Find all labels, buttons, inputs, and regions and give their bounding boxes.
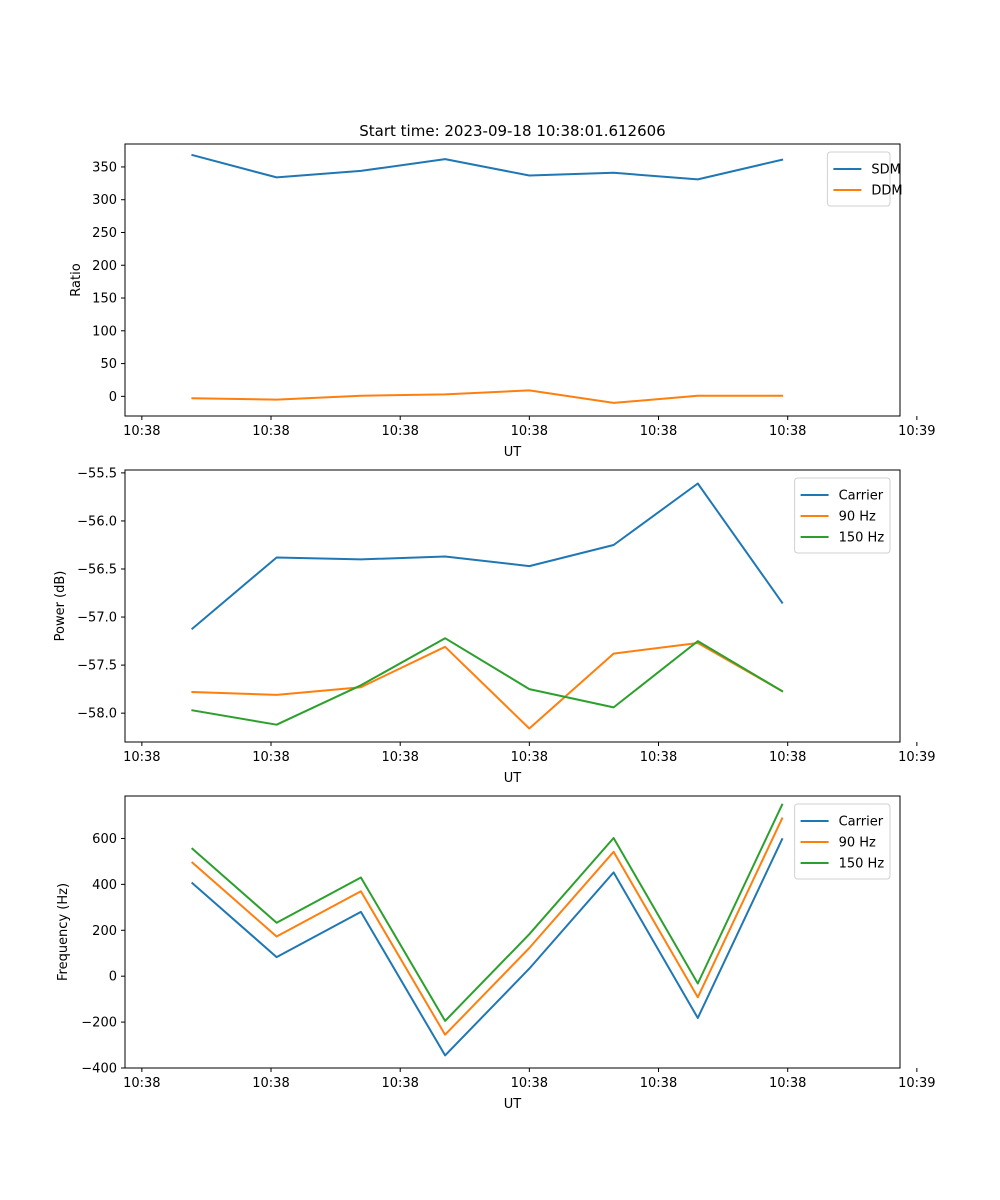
power-plot-frame — [124, 469, 901, 743]
ratio-y-tick-label: 100 — [92, 324, 117, 339]
ratio-x-tick-label: 10:38 — [123, 424, 160, 439]
ratio-y-tick-label: 200 — [92, 259, 117, 274]
frequency-y-tick-label: −200 — [81, 1016, 117, 1031]
ratio-panel: 10:38 10:38 10:38 10:38 10:38 10:38 10:39 0 50 10… — [69, 143, 936, 460]
ratio-y-tick-label: 250 — [92, 226, 117, 241]
frequency-y-tick-label: 200 — [92, 924, 117, 939]
frequency-panel: 10:38 10:38 10:38 10:38 10:38 10:38 10:39 −400 −… — [56, 795, 936, 1112]
ratio-legend: SDM DDM — [826, 151, 903, 207]
power-y-tick-label: −55.5 — [77, 466, 117, 481]
frequency-y-tick-label: −400 — [81, 1062, 117, 1077]
ratio-x-tick-label: 10:39 — [898, 424, 935, 439]
power-y-tick-label: −56.0 — [77, 514, 117, 529]
power-x-tick-label: 10:38 — [123, 750, 160, 765]
ratio-sdm-line — [191, 153, 784, 181]
power-x-tick-label: 10:38 — [511, 750, 548, 765]
ratio-legend-label-sdm: SDM — [871, 163, 900, 178]
power-legend: Carrier 90 Hz 150 Hz — [794, 477, 891, 554]
frequency-x-tick-label: 10:38 — [123, 1076, 160, 1091]
power-x-axis-label: UT — [504, 771, 522, 786]
power-y-tick-label: −58.0 — [77, 707, 117, 722]
power-legend-box — [794, 477, 891, 554]
frequency-x-tick-label: 10:38 — [252, 1076, 289, 1091]
frequency-legend-label-carrier: Carrier — [839, 815, 884, 830]
ratio-plot-frame — [124, 143, 901, 417]
ratio-y-tick-label: 0 — [109, 390, 117, 405]
ratio-legend-box — [826, 151, 891, 207]
chart-title: Start time: 2023-09-18 10:38:01.612606 — [359, 122, 665, 140]
frequency-x-tick-label: 10:38 — [640, 1076, 677, 1091]
power-y-tick-label: −57.5 — [77, 659, 117, 674]
frequency-x-axis-label: UT — [504, 1097, 522, 1112]
power-x-tick-label: 10:38 — [640, 750, 677, 765]
frequency-y-tick-label: 600 — [92, 832, 117, 847]
frequency-90-hz-line — [190, 817, 784, 1036]
ratio-x-tick-label: 10:38 — [252, 424, 289, 439]
frequency-x-tick-label: 10:39 — [898, 1076, 935, 1091]
frequency-y-axis-label: Frequency (Hz) — [56, 883, 71, 981]
ratio-y-axis-label: Ratio — [69, 263, 84, 296]
power-90-hz-line — [191, 642, 784, 730]
frequency-x-tick-label: 10:38 — [511, 1076, 548, 1091]
power-y-tick-label: −56.5 — [77, 562, 117, 577]
frequency-y-tick-label: 0 — [109, 970, 117, 985]
ratio-y-tick-label: 50 — [100, 357, 117, 372]
power-carrier-line — [190, 482, 784, 631]
power-y-axis-label: Power (dB) — [53, 571, 68, 642]
power-x-tick-label: 10:38 — [381, 750, 418, 765]
frequency-plot-frame — [124, 795, 901, 1069]
power-y-tick-label: −57.0 — [77, 611, 117, 626]
frequency-x-tick-label: 10:38 — [381, 1076, 418, 1091]
frequency-legend: Carrier 90 Hz 150 Hz — [794, 803, 891, 880]
ratio-x-tick-label: 10:38 — [511, 424, 548, 439]
ratio-ddm-line — [191, 389, 784, 404]
frequency-x-tick-label: 10:38 — [769, 1076, 806, 1091]
power-legend-label-150-hz: 150 Hz — [839, 531, 885, 546]
power-x-tick-label: 10:38 — [252, 750, 289, 765]
frequency-legend-label-90-hz: 90 Hz — [839, 836, 876, 851]
ratio-y-tick-label: 350 — [92, 160, 117, 175]
ratio-legend-label-ddm: DDM — [871, 184, 902, 199]
power-legend-label-90-hz: 90 Hz — [839, 510, 876, 525]
frequency-legend-label-150-hz: 150 Hz — [839, 857, 885, 872]
frequency-legend-box — [794, 803, 891, 880]
ratio-x-tick-label: 10:38 — [640, 424, 677, 439]
frequency-y-tick-label: 400 — [92, 878, 117, 893]
ratio-y-tick-label: 150 — [92, 292, 117, 307]
frequency-150-hz-line — [190, 803, 784, 1022]
frequency-carrier-line — [190, 837, 784, 1057]
power-legend-label-carrier: Carrier — [839, 489, 884, 504]
ratio-y-tick-label: 300 — [92, 193, 117, 208]
power-x-tick-label: 10:39 — [898, 750, 935, 765]
power-panel: 10:38 10:38 10:38 10:38 10:38 10:38 10:39 −58.0… — [53, 466, 936, 786]
power-x-tick-label: 10:38 — [769, 750, 806, 765]
ratio-x-tick-label: 10:38 — [381, 424, 418, 439]
ratio-x-axis-label: UT — [504, 445, 522, 460]
ratio-x-tick-label: 10:38 — [769, 424, 806, 439]
power-150-hz-line — [191, 637, 784, 726]
